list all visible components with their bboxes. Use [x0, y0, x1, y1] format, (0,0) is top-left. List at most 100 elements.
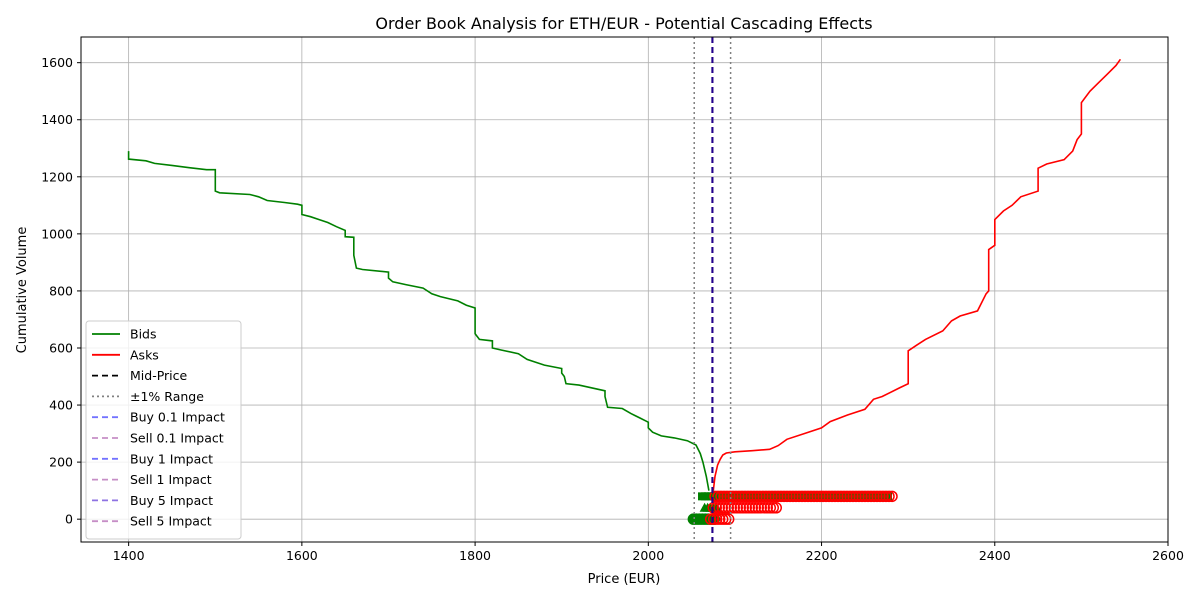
ask-depth-marker — [880, 490, 892, 503]
ask-depth-marker — [769, 490, 781, 503]
ask-depth-marker — [742, 490, 754, 503]
plot-area — [127, 37, 1122, 542]
y-tick-label: 1200 — [41, 169, 73, 184]
ask-depth-marker — [758, 502, 771, 514]
ask-depth-marker — [820, 490, 832, 503]
ask-depth-marker — [724, 490, 736, 503]
ask-depth-marker — [715, 490, 727, 503]
ask-depth-marker — [811, 490, 823, 503]
ask-depth-marker — [829, 490, 841, 503]
plot-frame — [80, 36, 1169, 543]
ask-depth-marker — [755, 502, 768, 514]
ask-depth-marker — [871, 490, 883, 503]
ask-depth-marker — [728, 502, 741, 514]
ask-depth-marker — [736, 490, 748, 503]
ask-depth-marker — [712, 490, 724, 503]
ask-depth-marker — [746, 502, 759, 514]
ask-depth-marker — [767, 502, 780, 514]
ask-depth-marker — [743, 502, 756, 514]
y-tick-label: 1600 — [41, 55, 73, 70]
asks-series-line — [712, 58, 1122, 491]
ask-depth-marker — [716, 502, 729, 514]
ask-depth-marker — [751, 490, 763, 503]
ask-depth-marker — [778, 490, 790, 503]
y-tick-label: 800 — [49, 283, 73, 298]
x-tick-label: 2400 — [979, 548, 1011, 563]
ask-depth-marker — [704, 513, 717, 525]
x-tick-label: 1600 — [286, 548, 318, 563]
ask-depth-marker — [784, 490, 796, 503]
ask-depth-marker — [802, 490, 814, 503]
ask-depth-marker — [835, 490, 847, 503]
legend-label: Buy 0.1 Impact — [130, 410, 225, 425]
ask-depth-marker — [745, 490, 757, 503]
legend-label: Bids — [130, 327, 157, 342]
ask-depth-marker — [808, 490, 820, 503]
ask-depth-marker — [886, 490, 898, 503]
ask-depth-marker — [844, 490, 856, 503]
y-axis-label: Cumulative Volume — [15, 227, 30, 354]
ask-depth-marker — [740, 502, 753, 514]
ask-depth-marker — [752, 502, 765, 514]
ask-depth-marker — [757, 490, 769, 503]
ask-depth-marker — [764, 502, 777, 514]
ask-depth-marker — [748, 490, 760, 503]
ask-depth-marker — [737, 502, 750, 514]
ask-depth-marker — [868, 490, 880, 503]
ask-depth-marker — [847, 490, 859, 503]
y-tick-label: 1000 — [41, 226, 73, 241]
ask-depth-marker — [790, 490, 802, 503]
ask-depth-marker — [799, 490, 811, 503]
y-tick-label: 600 — [49, 340, 73, 355]
ask-depth-marker — [814, 490, 826, 503]
ask-depth-marker — [877, 490, 889, 503]
legend-label: Buy 1 Impact — [130, 451, 213, 466]
legend-label: Buy 5 Impact — [130, 493, 213, 508]
ask-depth-marker — [722, 502, 735, 514]
ask-depth-marker — [787, 490, 799, 503]
legend-label: Sell 5 Impact — [130, 514, 212, 529]
x-tick-label: 2000 — [632, 548, 664, 563]
ask-depth-marker — [734, 502, 747, 514]
ask-depth-marker — [838, 490, 850, 503]
ask-depth-marker — [766, 490, 778, 503]
ask-depth-marker — [761, 502, 774, 514]
ask-depth-marker — [710, 502, 723, 514]
ask-depth-marker — [775, 490, 787, 503]
ask-depth-marker — [853, 490, 865, 503]
ask-depth-marker — [730, 490, 742, 503]
axis-ticks: 1400 1600 1800 2000 2200 2400 2600 0 200 400 600 80… — [41, 55, 1184, 563]
ask-depth-marker — [856, 490, 868, 503]
ask-depth-marker — [823, 490, 835, 503]
ask-depth-marker — [749, 502, 762, 514]
y-tick-label: 200 — [49, 455, 73, 470]
ask-depth-marker — [772, 490, 784, 503]
ask-depth-marker — [739, 490, 751, 503]
x-tick-label: 2600 — [1152, 548, 1184, 563]
y-tick-label: 0 — [65, 512, 73, 527]
legend-label: Sell 1 Impact — [130, 472, 212, 487]
ask-depth-marker — [817, 490, 829, 503]
ask-depth-marker — [713, 513, 726, 525]
y-tick-label: 1400 — [41, 112, 73, 127]
ask-depth-marker — [874, 490, 886, 503]
ask-depth-marker — [865, 490, 877, 503]
x-tick-label: 2200 — [806, 548, 838, 563]
ask-depth-marker — [727, 490, 739, 503]
ask-depth-marker — [709, 490, 721, 503]
ask-depth-marker — [883, 490, 895, 503]
x-tick-label: 1800 — [459, 548, 491, 563]
bids-series-line — [127, 151, 710, 491]
ask-depth-marker — [731, 502, 744, 514]
grid — [81, 37, 1169, 542]
ask-depth-marker — [862, 490, 874, 503]
x-axis-label: Price (EUR) — [588, 572, 661, 587]
legend-label: Mid-Price — [130, 368, 188, 383]
ask-depth-marker — [805, 490, 817, 503]
ask-depth-marker — [859, 490, 871, 503]
ask-depth-marker — [841, 490, 853, 503]
ask-depth-marker — [718, 490, 730, 503]
ask-depth-marker — [793, 490, 805, 503]
ask-depth-marker — [707, 513, 720, 525]
